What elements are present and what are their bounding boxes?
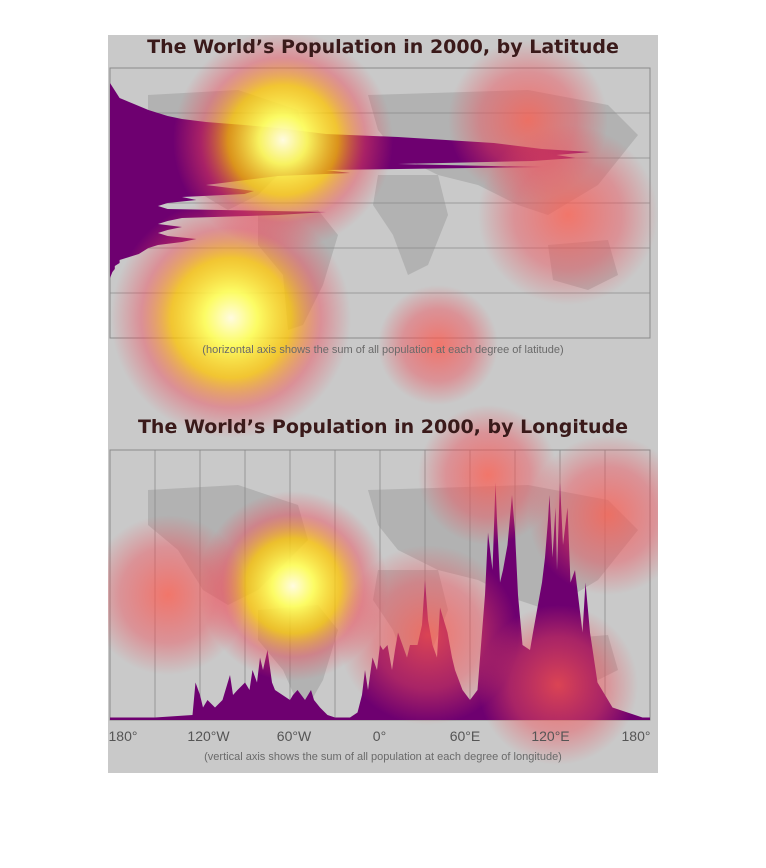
latitude-chart-title: The World’s Population in 2000, by Latit…: [147, 36, 619, 58]
longitude-chart-title: The World’s Population in 2000, by Longi…: [137, 416, 629, 438]
heatmap-spot: [111, 198, 351, 438]
poster: 180° 120°W 60°W 0° 60°E 120°E 180° The World’s…: [108, 35, 658, 773]
heatmap-spot: [528, 435, 658, 595]
x-tick-label: 180°: [622, 728, 651, 744]
heatmap-spot: [338, 545, 518, 725]
x-tick-label: 60°E: [450, 728, 481, 744]
attention-heatmap-overlay: [108, 35, 658, 765]
heatmap-spot: [378, 285, 498, 405]
x-tick-labels: 180° 120°W 60°W 0° 60°E 120°E 180°: [109, 728, 651, 744]
x-tick-label: 180°: [109, 728, 138, 744]
x-tick-label: 0°: [373, 728, 386, 744]
land-africa: [373, 175, 448, 275]
longitude-chart-caption: (vertical axis shows the sum of all popu…: [204, 751, 562, 763]
heatmap-spot: [108, 515, 248, 675]
heatmap-spot: [173, 35, 393, 250]
heatmap-spot: [418, 405, 558, 545]
x-tick-label: 120°E: [531, 728, 569, 744]
latitude-chart-caption: (horizontal axis shows the sum of all po…: [202, 344, 564, 356]
heatmap-spot: [478, 125, 658, 305]
heatmap-spot: [478, 605, 638, 765]
chart-canvas: 180° 120°W 60°W 0° 60°E 120°E 180°: [108, 35, 658, 765]
x-tick-label: 120°W: [187, 728, 230, 744]
x-tick-label: 60°W: [277, 728, 312, 744]
